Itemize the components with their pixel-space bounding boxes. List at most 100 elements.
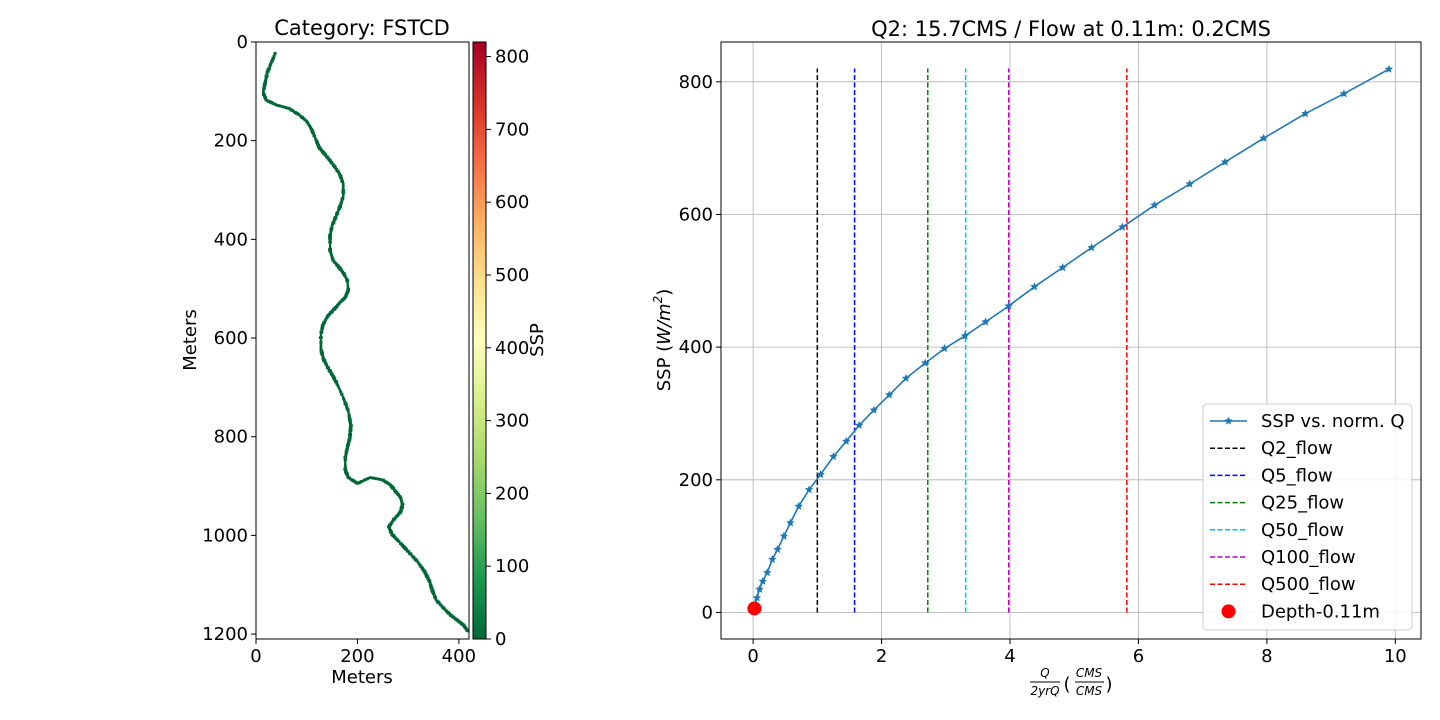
legend-label: Q100_flow: [1261, 547, 1356, 568]
colorbar-tick-label: 400: [495, 338, 529, 359]
map-x-tick-label: 200: [340, 646, 374, 667]
ssp-x-tick-label: 10: [1384, 646, 1407, 667]
map-y-ticks: 0 200 400 600 800 1000 1200: [202, 32, 256, 645]
map-y-tick-label: 800: [214, 427, 248, 448]
ssp-star-marker: [752, 593, 762, 602]
ssp-star-marker: [773, 545, 782, 554]
colorbar-tick-label: 200: [495, 483, 529, 504]
ssp-star-marker: [1339, 89, 1349, 98]
ssp-x-tick-label: 4: [1004, 646, 1015, 667]
ssp-title: Q2: 15.7CMS / Flow at 0.11m: 0.2CMS: [871, 17, 1271, 41]
ssp-y-ticks: 0 200 400 600 800: [679, 72, 721, 623]
ssp-star-marker: [804, 485, 814, 494]
ssp-star-marker: [1118, 222, 1127, 231]
xlabel-close-paren: ): [1105, 674, 1112, 695]
map-frame: [255, 41, 470, 640]
legend-swatch-star: [1224, 416, 1233, 425]
channel-pixel: [278, 104, 283, 108]
ssp-star-marker: [758, 576, 767, 585]
ssp-star-marker: [779, 531, 789, 540]
ssp-star-marker: [869, 405, 879, 414]
ssp-star-marker: [940, 344, 949, 353]
colorbar-tick-label: 600: [495, 192, 529, 213]
colorbar-tick-label: 500: [495, 265, 529, 286]
map-y-tick-label: 0: [237, 32, 248, 53]
legend-swatch-depth: [1221, 604, 1236, 619]
ssp-star-marker: [786, 518, 795, 527]
ssp-star-marker: [854, 420, 864, 429]
legend-box: [1202, 403, 1413, 631]
map-channel: [261, 51, 470, 633]
ylabel-unit: W/m: [654, 303, 675, 344]
legend-label: SSP vs. norm. Q: [1261, 411, 1405, 432]
ssp-star-marker: [841, 436, 851, 445]
ssp-x-axis-label: Q 2yrQ ( CMS CMS ): [1030, 666, 1113, 698]
ssp-star-marker: [901, 373, 911, 382]
ssp-panel: Q2: 15.7CMS / Flow at 0.11m: 0.2CMS 0 2 4 6…: [651, 17, 1422, 698]
ssp-star-marker: [885, 390, 894, 399]
map-y-tick-label: 1000: [202, 525, 248, 546]
ssp-star-marker: [829, 452, 838, 461]
colorbar-gradient: [472, 41, 487, 640]
map-panel: Category: FSTCD 0 200 400 0 200 400 600 800 100…: [180, 16, 476, 688]
colorbar-tick-label: 700: [495, 119, 529, 140]
map-y-axis-label: Meters: [180, 309, 201, 371]
channel-pixel: [360, 480, 364, 483]
ssp-points: [747, 601, 762, 616]
colorbar-tick-label: 0: [495, 629, 506, 650]
ssp-star-marker: [755, 584, 764, 593]
map-y-tick-label: 1200: [202, 624, 248, 645]
map-x-tick-label: 400: [442, 646, 476, 667]
xlabel-unit-num: CMS: [1076, 666, 1103, 680]
map-y-tick-label: 200: [214, 131, 248, 152]
ssp-y-tick-label: 400: [679, 337, 713, 358]
channel-pixel: [466, 629, 470, 633]
ssp-frame: [720, 41, 1422, 640]
ssp-x-tick-label: 2: [876, 646, 887, 667]
xlabel-frac-num: Q: [1040, 666, 1049, 680]
map-x-tick-label: 0: [250, 646, 261, 667]
ylabel-suffix: ): [654, 289, 675, 296]
colorbar-tick-label: 100: [495, 556, 529, 577]
map-y-tick-label: 400: [214, 229, 248, 250]
ssp-star-marker: [1259, 133, 1268, 142]
legend-label: Q2_flow: [1261, 438, 1333, 459]
ssp-star-marker: [960, 331, 970, 340]
ssp-star-marker: [1004, 301, 1013, 310]
legend-label: Q25_flow: [1261, 493, 1344, 514]
ssp-y-tick-label: 200: [679, 470, 713, 491]
legend-label: Q50_flow: [1261, 520, 1344, 541]
xlabel-open-paren: (: [1063, 674, 1070, 695]
ssp-star-marker: [1384, 64, 1394, 73]
map-title: Category: FSTCD: [274, 16, 450, 40]
legend-label: Q5_flow: [1261, 465, 1333, 486]
ssp-y-tick-label: 800: [679, 72, 713, 93]
ssp-vlines: [816, 68, 1128, 613]
colorbar-tick-label: 300: [495, 411, 529, 432]
ssp-star-marker: [816, 470, 825, 479]
ssp-star-marker: [1150, 200, 1159, 209]
colorbar-tick-label: 800: [495, 47, 529, 68]
legend-label: Depth-0.11m: [1261, 601, 1380, 622]
ylabel-sup: 2: [651, 296, 665, 304]
colorbar-ticks: 0 100 200 300 400 500 600 700 800: [486, 47, 529, 650]
ssp-star-marker: [1030, 282, 1039, 291]
ssp-star-marker: [1185, 179, 1195, 188]
ssp-star-marker: [1058, 263, 1067, 272]
map-y-tick-label: 600: [214, 328, 248, 349]
ssp-star-marker: [768, 554, 777, 563]
ssp-star-marker: [981, 317, 990, 326]
colorbar: 0 100 200 300 400 500 600 700 800 SSP: [472, 41, 548, 650]
map-x-ticks: 0 200 400: [250, 639, 476, 667]
ssp-legend: SSP vs. norm. Q Q2_flow Q5_flow Q25_flow Q50…: [1202, 403, 1413, 631]
map-x-axis-label: Meters: [331, 667, 393, 688]
ssp-x-tick-label: 0: [747, 646, 758, 667]
ssp-y-tick-label: 0: [702, 602, 713, 623]
ssp-y-tick-label: 600: [679, 204, 713, 225]
ssp-series-markers: [749, 64, 1394, 614]
legend-entries: SSP vs. norm. Q Q2_flow Q5_flow Q25_flow Q50…: [1210, 411, 1405, 622]
depth-point: [747, 601, 762, 616]
ssp-x-tick-label: 8: [1261, 646, 1272, 667]
